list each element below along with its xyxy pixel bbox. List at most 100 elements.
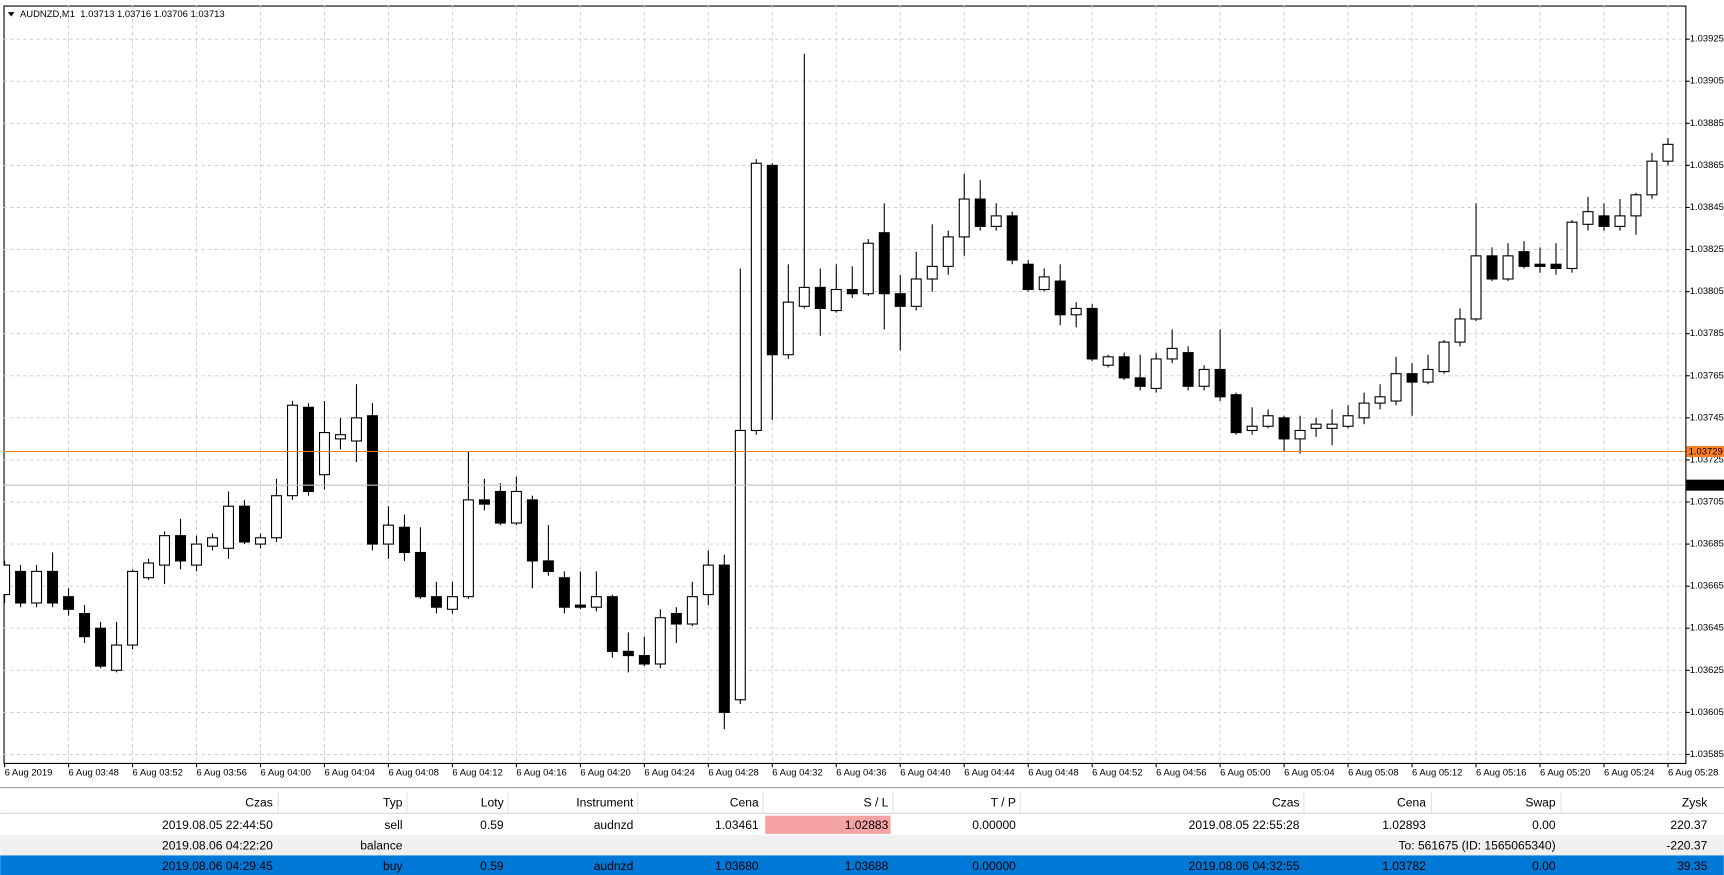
table-cell: -220.37 [1666,838,1707,852]
candle-body [862,242,874,295]
candle-body [606,596,618,652]
candle-body [270,495,282,539]
column-header[interactable]: Zysk [1682,796,1708,810]
x-tick-label: 6 Aug 04:36 [836,767,886,778]
candle-body [910,278,922,307]
x-tick-label: 6 Aug 2019 [5,767,53,778]
candle-body [1454,318,1466,343]
x-tick-label: 6 Aug 03:56 [197,767,247,778]
x-tick-label: 6 Aug 03:48 [69,767,119,778]
menu-arrow[interactable] [7,12,15,17]
candle-body [127,570,139,646]
candle-body [1166,347,1178,360]
candle-body [1326,423,1338,429]
candle-body [1070,307,1082,316]
candle-body [1374,396,1386,404]
x-tick-label: 6 Aug 04:48 [1028,767,1078,778]
table-cell: 1.03782 [1382,859,1426,873]
x-tick-label: 6 Aug 05:20 [1540,767,1590,778]
candle-body [1038,276,1050,291]
candle-body [1646,160,1658,196]
x-tick-label: 6 Aug 04:12 [452,767,502,778]
candle-body [1198,368,1210,387]
table-row[interactable] [0,834,1724,856]
column-header[interactable]: Instrument [576,796,634,810]
x-tick-label: 6 Aug 04:24 [644,767,694,778]
x-tick-label: 6 Aug 04:20 [580,767,630,778]
table-cell: sell [384,818,402,832]
candle-body [1438,341,1450,373]
table-cell: 0.00000 [972,818,1016,832]
table-cell: 0.59 [480,859,504,873]
table-cell: 1.02883 [845,818,889,832]
candle-body [750,162,762,432]
candle-body [1118,356,1130,379]
x-tick-label: 6 Aug 04:44 [964,767,1014,778]
candle-body [1246,425,1258,432]
y-tick-label: 1.03685 [1690,539,1724,550]
x-tick-label: 6 Aug 04:16 [516,767,566,778]
candle-body [366,415,378,545]
candle-body [1054,280,1066,316]
x-tick-label: 6 Aug 04:08 [388,767,438,778]
candle-body [574,604,586,608]
candle-body [159,535,171,566]
x-tick-label: 6 Aug 04:00 [260,767,310,778]
table-row[interactable] [0,855,1724,875]
x-tick-label: 6 Aug 05:16 [1476,767,1526,778]
candle-body [1086,307,1098,360]
candle-body [878,232,890,295]
candle-body [1614,215,1626,227]
candle-body [286,404,298,497]
y-tick-label: 1.03765 [1690,370,1724,381]
candle-body [95,627,107,667]
candle-body [942,236,954,267]
candle-body [318,432,330,476]
candle-body [1534,263,1546,267]
candle-body [1582,211,1594,225]
y-tick-label: 1.03605 [1690,707,1724,718]
x-tick-label: 6 Aug 04:32 [772,767,822,778]
column-header[interactable]: T / P [991,796,1016,810]
candle-body [1470,255,1482,320]
candle-body [1502,255,1514,280]
candle-body [462,499,474,598]
column-header[interactable]: Loty [481,796,505,810]
column-header[interactable]: Czas [1272,796,1300,810]
candle-body [894,293,906,307]
column-header[interactable]: Cena [1397,796,1426,810]
y-tick-label: 1.03865 [1690,160,1724,171]
candle-body [15,570,27,604]
column-header[interactable]: S / L [864,796,889,810]
grid [3,5,1686,763]
candle-body [1262,415,1274,427]
y-tick-label: 1.03845 [1690,202,1724,213]
candle-body [766,164,778,356]
candle-body [478,499,490,505]
candle-body [814,286,826,309]
candle-body [558,577,570,608]
table-cell: 2019.08.05 22:44:50 [162,818,273,832]
cell-highlight [765,815,891,834]
table-cell: balance [360,838,403,852]
column-header[interactable]: Czas [245,796,273,810]
candle-body [79,612,91,638]
price-label-box [1686,446,1724,458]
candle-body [47,570,59,604]
candle-body [63,596,75,610]
candle-body [334,434,346,440]
column-header[interactable]: Cena [730,796,759,810]
candle-body [1486,255,1498,280]
candle-body [686,596,698,625]
column-header[interactable]: Typ [383,796,403,810]
x-tick-label: 6 Aug 05:08 [1348,767,1398,778]
candle-body [1422,368,1434,383]
candle-body [1518,251,1530,267]
y-tick-label: 1.03745 [1690,412,1724,423]
column-header[interactable]: Swap [1525,796,1555,810]
x-tick-label: 6 Aug 05:24 [1604,767,1654,778]
table-cell: 2019.08.06 04:32:55 [1189,859,1300,873]
candle-body [223,505,235,549]
candle-body [414,551,426,598]
candle-body [207,537,219,547]
